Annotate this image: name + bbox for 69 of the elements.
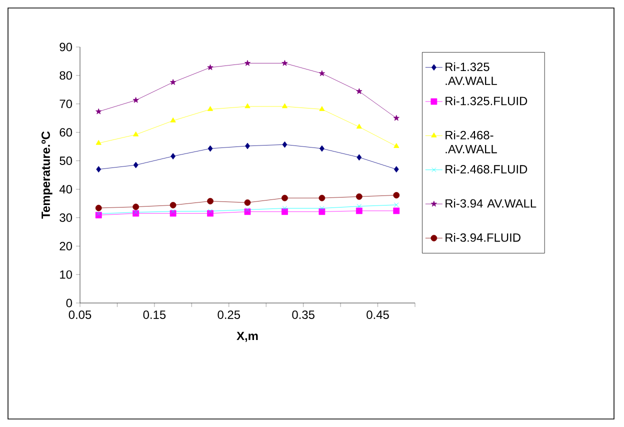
point <box>320 206 324 211</box>
x-tick-label: 0.05 <box>68 310 92 319</box>
point <box>133 162 138 168</box>
legend-label: Ri-3.94.FLUID <box>446 233 520 242</box>
point <box>282 208 288 215</box>
y-tick-label: 50 <box>60 156 72 165</box>
x-tick-label: 0.35 <box>292 310 314 319</box>
point <box>356 154 362 161</box>
point <box>356 208 362 214</box>
y-axis-title: Temperature.ºC <box>42 131 52 219</box>
x-tick-label: 0.25 <box>218 310 240 319</box>
point <box>207 198 214 204</box>
legend-label: Ri-2.468- .AV.WALL <box>446 130 497 154</box>
point <box>356 204 362 209</box>
point <box>320 145 324 152</box>
point <box>244 103 250 108</box>
y-tick-label: 20 <box>60 242 72 250</box>
point <box>393 208 400 214</box>
y-tick-label: 0 <box>66 298 72 308</box>
legend-label: Ri-3.94 AV.WALL <box>446 198 536 208</box>
point <box>318 194 326 202</box>
point <box>282 206 288 211</box>
point <box>132 96 139 103</box>
point <box>170 153 176 160</box>
legend-label: Ri-2.468.FLUID <box>446 164 528 174</box>
point <box>207 64 214 70</box>
point <box>394 143 400 148</box>
point <box>394 166 399 173</box>
point <box>170 79 176 85</box>
y-tick-label: 90 <box>60 42 72 52</box>
point <box>96 140 102 145</box>
y-tick-label: 80 <box>60 71 72 80</box>
point <box>318 70 325 76</box>
point <box>356 88 362 94</box>
point <box>393 114 400 121</box>
point <box>394 202 399 208</box>
point <box>133 131 139 136</box>
x-axis-title: X,m <box>236 332 258 342</box>
point <box>356 193 362 200</box>
y-tick-label: 30 <box>60 213 72 222</box>
point <box>207 106 214 111</box>
point <box>208 208 213 214</box>
point <box>244 60 251 66</box>
point <box>319 106 325 111</box>
point <box>132 204 140 210</box>
point <box>96 108 102 114</box>
point <box>393 192 400 198</box>
y-tick-label: 60 <box>60 128 72 137</box>
point <box>170 117 176 122</box>
y-tick-label: 10 <box>60 270 72 279</box>
point <box>356 124 362 129</box>
point <box>245 142 250 150</box>
point <box>95 204 102 212</box>
point <box>282 103 288 108</box>
point <box>170 209 176 214</box>
legend-label: Ri-1.325 .AV.WALL <box>446 62 497 85</box>
legend-label: Ri-1.325.FLUID <box>446 96 528 106</box>
point <box>244 199 251 206</box>
point <box>96 166 102 173</box>
point <box>208 145 213 152</box>
point <box>170 202 176 208</box>
y-tick-label: 70 <box>60 100 72 108</box>
point <box>245 207 250 212</box>
point <box>282 194 288 202</box>
x-tick-label: 0.45 <box>366 310 389 319</box>
point <box>282 60 288 66</box>
y-tick-label: 40 <box>59 184 72 194</box>
x-tick-label: 0.15 <box>143 310 166 319</box>
point <box>282 141 288 148</box>
